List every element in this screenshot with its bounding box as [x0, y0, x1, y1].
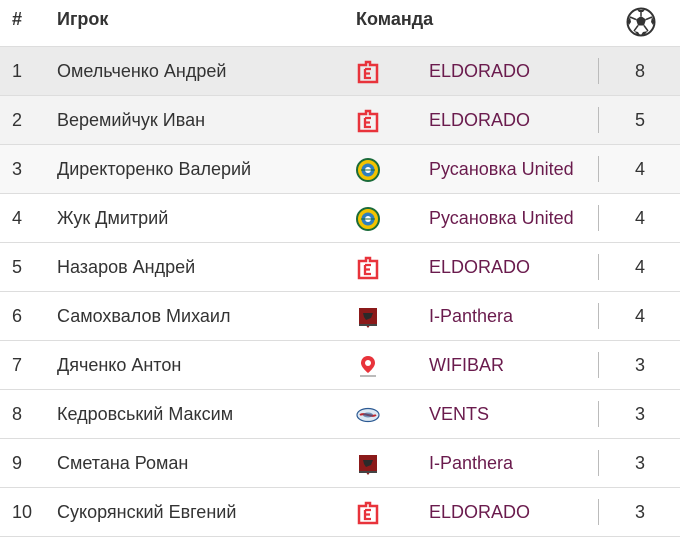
row-rank: 8 — [12, 404, 23, 424]
player-name: Дяченко Антон — [57, 355, 182, 375]
team-link[interactable]: ELDORADO — [429, 110, 531, 130]
row-rank: 7 — [12, 355, 23, 375]
table-row: 7 Дяченко Антон WIFIBAR 3 — [0, 341, 680, 390]
column-divider — [598, 352, 599, 378]
goals-count: 4 — [634, 257, 645, 277]
row-rank: 10 — [12, 502, 33, 522]
table-row: 4 Жук Дмитрий Русановка United 4 — [0, 194, 680, 243]
rusanovka-logo-icon — [355, 157, 381, 183]
soccer-ball-icon — [626, 7, 656, 37]
goals-count: 8 — [634, 61, 645, 81]
table-header: # Игрок Команда — [0, 0, 680, 47]
table-row: 8 Кедровський Максим VENTS 3 — [0, 390, 680, 439]
column-divider — [598, 303, 599, 329]
team-link[interactable]: ELDORADO — [429, 61, 531, 81]
eldorado-logo-icon — [355, 59, 381, 85]
row-rank: 5 — [12, 257, 23, 277]
team-link[interactable]: VENTS — [429, 404, 490, 424]
vents-logo-icon — [355, 402, 381, 428]
player-name: Веремийчук Иван — [57, 110, 206, 130]
eldorado-logo-icon — [355, 108, 381, 134]
row-rank: 2 — [12, 110, 23, 130]
column-divider — [598, 107, 599, 133]
team-link[interactable]: ELDORADO — [429, 257, 531, 277]
eldorado-logo-icon — [355, 255, 381, 281]
table-row: 6 Самохвалов Михаил I-Panthera 4 — [0, 292, 680, 341]
team-link[interactable]: Русановка United — [429, 159, 574, 179]
goals-count: 4 — [634, 208, 645, 228]
goals-count: 4 — [634, 306, 645, 326]
player-name: Назаров Андрей — [57, 257, 196, 277]
player-name: Директоренко Валерий — [57, 159, 252, 179]
eldorado-logo-icon — [355, 500, 381, 526]
row-rank: 9 — [12, 453, 23, 473]
row-rank: 1 — [12, 61, 23, 81]
header-num: # — [12, 9, 23, 29]
table-row: 9 Сметана Роман I-Panthera 3 — [0, 439, 680, 488]
player-name: Кедровський Максим — [57, 404, 234, 424]
table-row: 1 Омельченко Андрей ELDORADO 8 — [0, 47, 680, 96]
player-name: Сукорянский Евгений — [57, 502, 237, 522]
wifibar-logo-icon — [355, 353, 381, 379]
ipanthera-logo-icon — [355, 451, 381, 477]
column-divider — [598, 254, 599, 280]
header-team: Команда — [356, 9, 434, 29]
goals-count: 5 — [634, 110, 645, 130]
column-divider — [598, 450, 599, 476]
goals-count: 3 — [634, 404, 645, 424]
player-name: Омельченко Андрей — [57, 61, 227, 81]
row-rank: 6 — [12, 306, 23, 326]
ipanthera-logo-icon — [355, 304, 381, 330]
player-name: Сметана Роман — [57, 453, 189, 473]
row-rank: 4 — [12, 208, 23, 228]
table-row: 10 Сукорянский Евгений ELDORADO 3 — [0, 488, 680, 537]
header-player: Игрок — [57, 9, 109, 29]
column-divider — [598, 156, 599, 182]
column-divider — [598, 58, 599, 84]
team-link[interactable]: I-Panthera — [429, 453, 514, 473]
player-name: Самохвалов Михаил — [57, 306, 231, 326]
goals-count: 3 — [634, 502, 645, 522]
goals-count: 4 — [634, 159, 645, 179]
team-link[interactable]: Русановка United — [429, 208, 574, 228]
goals-count: 3 — [634, 355, 645, 375]
table-row: 2 Веремийчук Иван ELDORADO 5 — [0, 96, 680, 145]
team-link[interactable]: I-Panthera — [429, 306, 514, 326]
team-link[interactable]: WIFIBAR — [429, 355, 504, 375]
column-divider — [598, 401, 599, 427]
column-divider — [598, 205, 599, 231]
table-row: 5 Назаров Андрей ELDORADO 4 — [0, 243, 680, 292]
player-name: Жук Дмитрий — [57, 208, 169, 228]
goals-count: 3 — [634, 453, 645, 473]
team-link[interactable]: ELDORADO — [429, 502, 531, 522]
table-row: 3 Директоренко Валерий Русановка United 4 — [0, 145, 680, 194]
rusanovka-logo-icon — [355, 206, 381, 232]
row-rank: 3 — [12, 159, 23, 179]
column-divider — [598, 499, 599, 525]
